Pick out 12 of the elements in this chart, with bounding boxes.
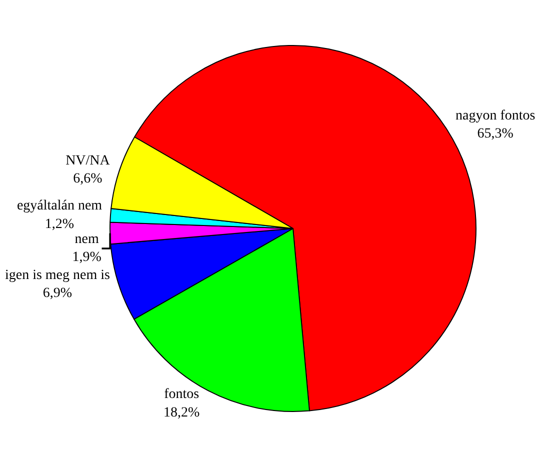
- data-label: 6,9%: [42, 286, 72, 301]
- slice-label: fontos: [164, 387, 200, 402]
- slice-label: igen is meg nem is: [4, 268, 110, 283]
- data-label: 6,6%: [73, 172, 103, 187]
- data-label: 65,3%: [477, 126, 514, 142]
- slice-label: nem: [74, 232, 100, 247]
- data-label: 18,2%: [163, 405, 200, 420]
- data-label: 1,2%: [44, 216, 74, 232]
- slice-label: nagyon fontos: [456, 108, 536, 124]
- data-label: 1,9%: [72, 250, 102, 266]
- slice-label: NV/NA: [66, 153, 111, 168]
- slice-label: egyáltalán nem: [16, 198, 102, 214]
